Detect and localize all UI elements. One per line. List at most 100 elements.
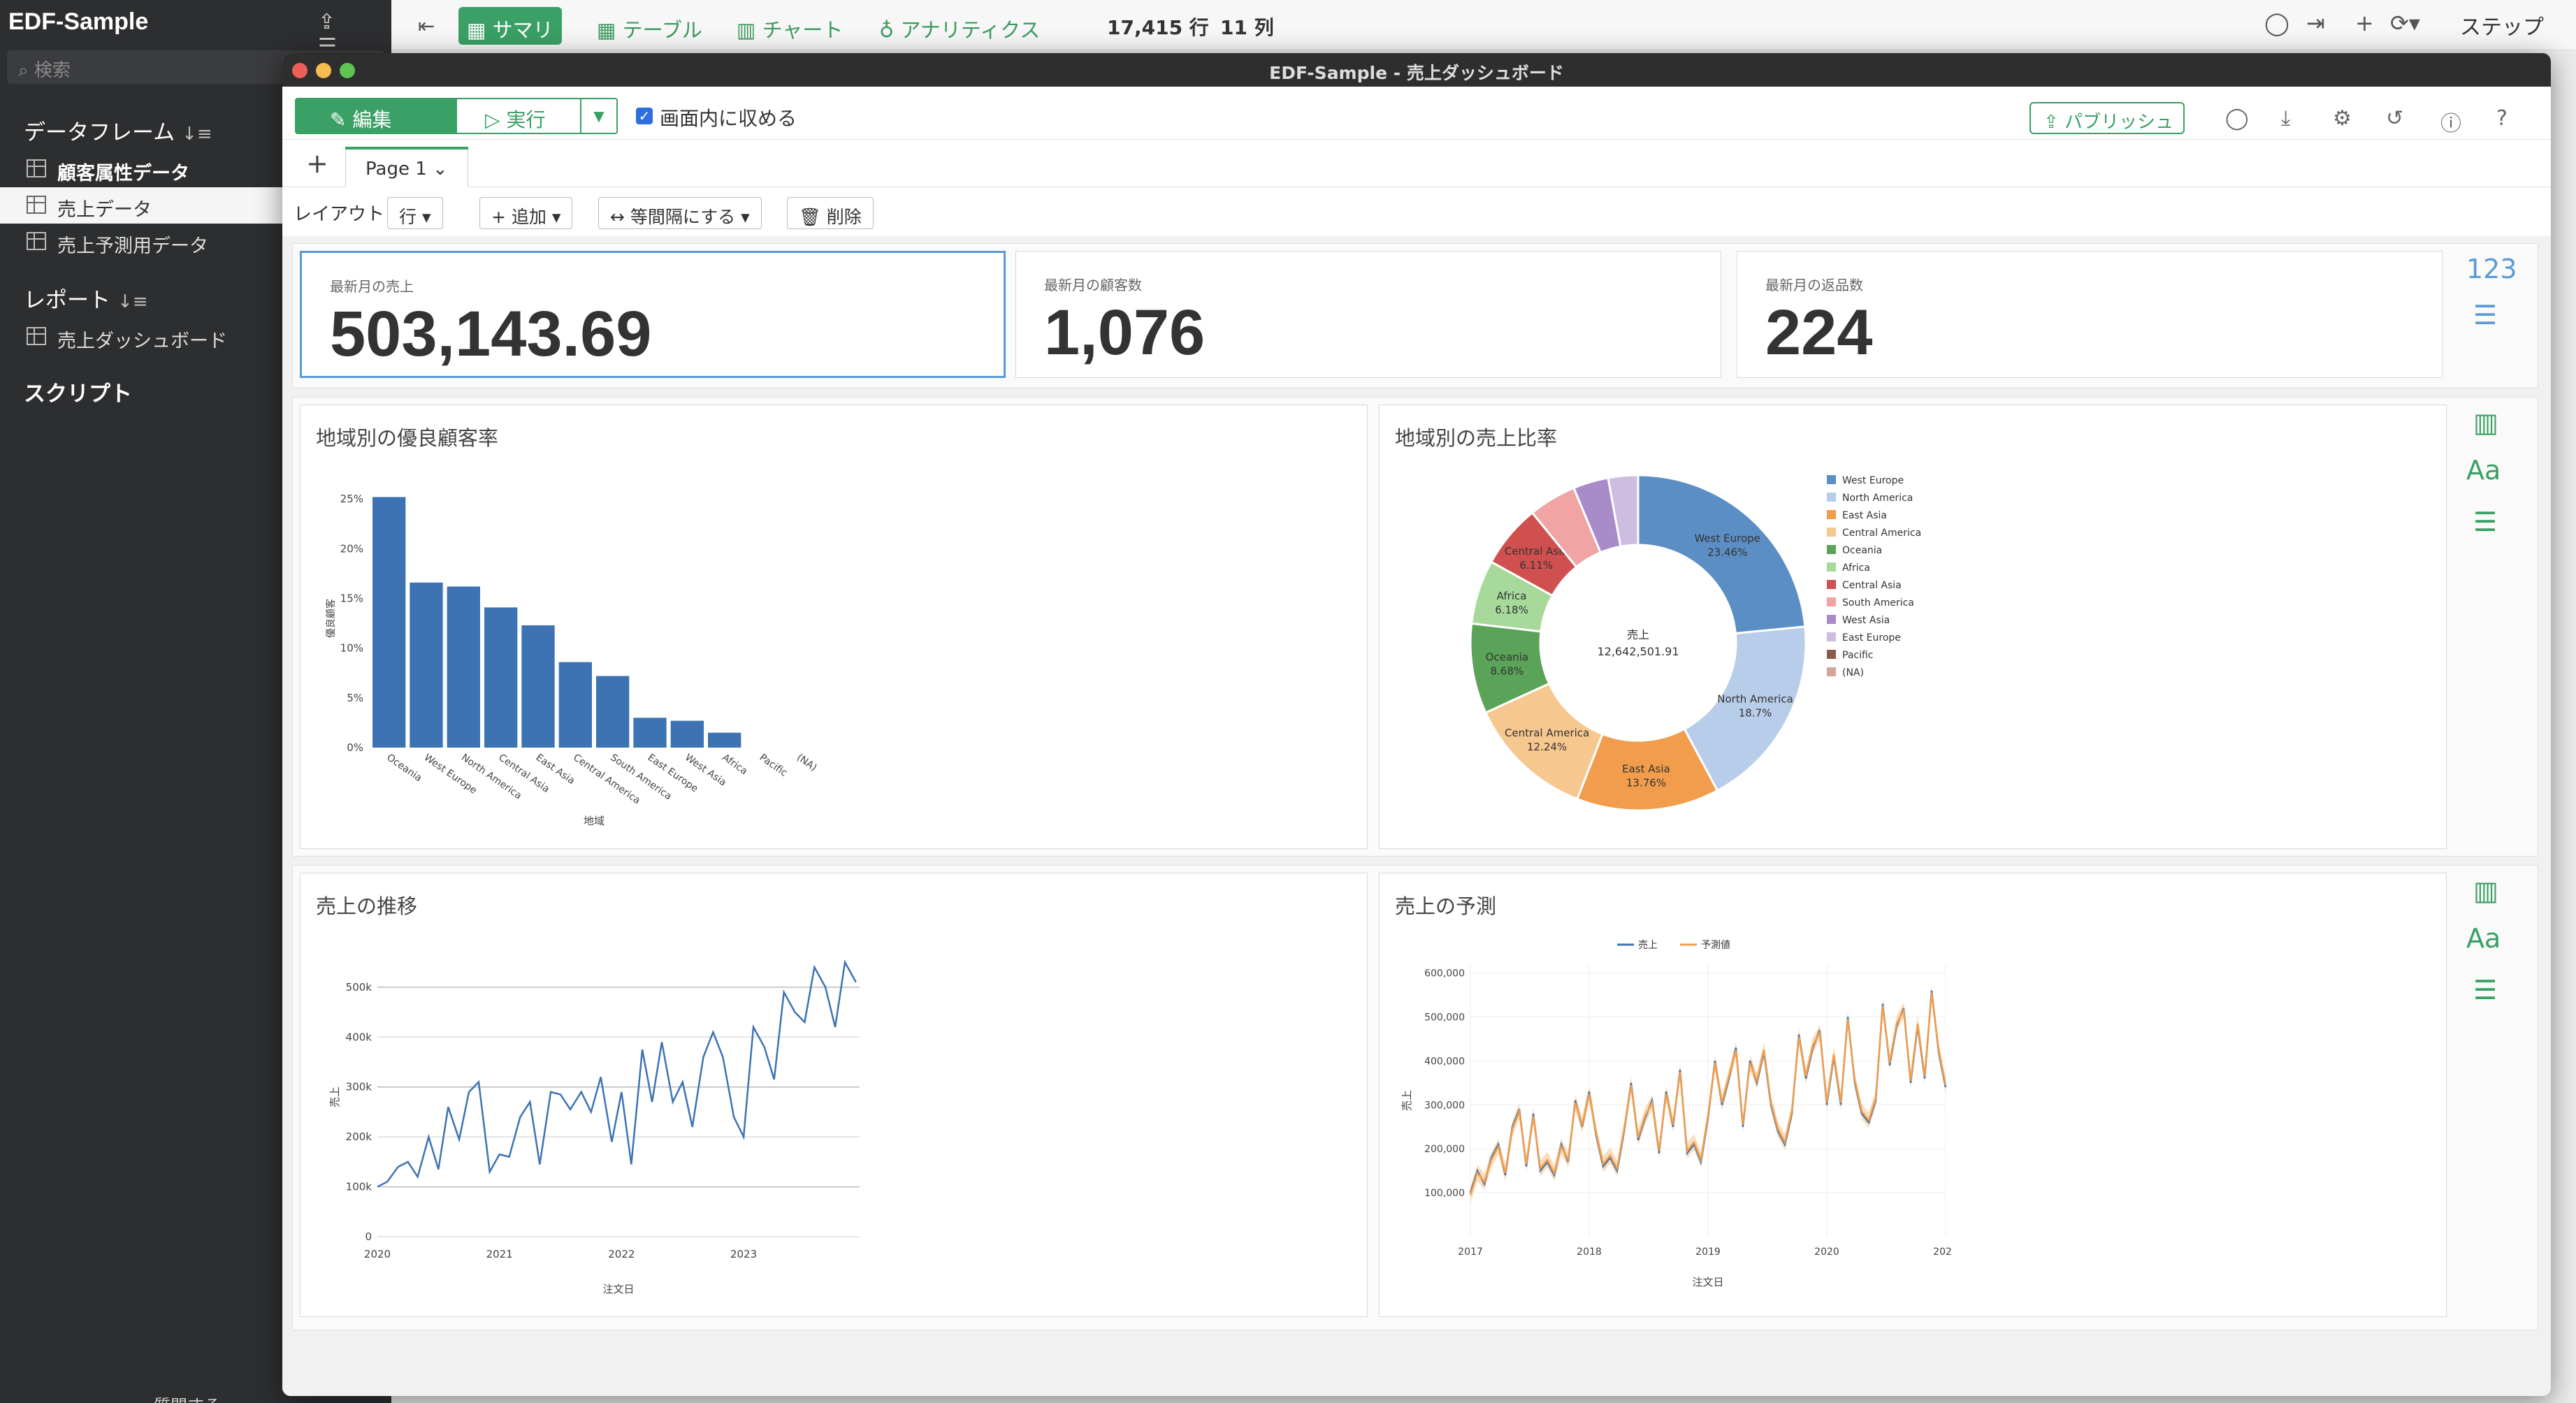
x-tick-label: Pacific bbox=[758, 752, 790, 779]
slice-value-label: 8.68% bbox=[1491, 665, 1524, 678]
edit-button[interactable]: ✎ 編集 bbox=[295, 98, 456, 134]
menu-icon[interactable]: ☰ bbox=[2473, 300, 2498, 330]
table-icon bbox=[27, 196, 46, 214]
bar bbox=[596, 676, 630, 748]
history-icon[interactable]: ↺ bbox=[2386, 106, 2404, 131]
x-tick-label: 2017 bbox=[1458, 1246, 1483, 1258]
kpi-card-customers[interactable]: 最新月の顧客数 1,076 bbox=[1015, 251, 1721, 378]
layout-bar: レイアウト 行 ▾ + 追加 ▾ ↔ 等間隔にする ▾ 🗑 削除 bbox=[282, 187, 2551, 236]
project-title: EDF-Sample bbox=[8, 8, 149, 35]
comment-icon[interactable]: ◯ bbox=[2264, 10, 2289, 36]
section-scripts[interactable]: スクリプト bbox=[24, 381, 132, 407]
sort-icon[interactable]: ↓≡ bbox=[182, 124, 212, 145]
donut-center-value: 12,642,501.91 bbox=[1597, 645, 1679, 658]
x-tick-label: 2019 bbox=[1695, 1246, 1721, 1258]
close-window-button[interactable] bbox=[292, 63, 307, 78]
x-tick-label: 2021 bbox=[1933, 1246, 1953, 1258]
legend-swatch bbox=[1827, 493, 1836, 502]
pie-slice bbox=[1637, 474, 1807, 635]
forecast-chart-card[interactable]: 売上の予測 100,000 200,000 300,000 400,000 500,00… bbox=[1379, 873, 2447, 1317]
number-tool-icon[interactable]: 123 bbox=[2466, 254, 2517, 284]
layout-label: レイアウト bbox=[294, 204, 385, 225]
section-reports[interactable]: レポート ↓≡ bbox=[24, 288, 148, 313]
x-tick-label: (NA) bbox=[795, 752, 819, 773]
legend-swatch bbox=[1827, 632, 1836, 641]
sort-icon[interactable]: ↓≡ bbox=[117, 291, 148, 312]
ask-question-link[interactable]: 質問する bbox=[154, 1392, 221, 1403]
tab-page-1[interactable]: Page 1 ⌄ bbox=[345, 147, 468, 187]
kpi-card-returns[interactable]: 最新月の返品数 224 bbox=[1737, 251, 2443, 378]
run-dropdown-button[interactable]: ▼ bbox=[581, 98, 618, 134]
x-tick-label: 2021 bbox=[486, 1248, 513, 1260]
legend-label: North America bbox=[1842, 493, 1913, 504]
y-tick-label: 200k bbox=[346, 1131, 372, 1143]
menu-icon[interactable]: ☰ bbox=[2473, 507, 2498, 537]
maximize-window-button[interactable] bbox=[340, 63, 355, 78]
y-tick-label: 0% bbox=[347, 741, 363, 754]
bar bbox=[558, 662, 592, 748]
bar-chart-card[interactable]: 地域別の優良顧客率 0% 5% 10% 15% 20% 25% Oceania West Eu… bbox=[300, 405, 1368, 849]
legend-label: West Asia bbox=[1842, 615, 1890, 626]
download-icon[interactable]: ⤓ bbox=[2281, 106, 2291, 131]
settings-icon[interactable]: ⚙ bbox=[2333, 106, 2352, 131]
y-tick-label: 100k bbox=[346, 1181, 372, 1193]
add-page-button[interactable]: + bbox=[306, 148, 328, 179]
legend-swatch bbox=[1827, 510, 1836, 519]
help-icon[interactable]: ? bbox=[2496, 106, 2508, 131]
sidebar-item-sales-dashboard[interactable]: 売上ダッシュボード bbox=[0, 319, 391, 355]
slice-value-label: 13.76% bbox=[1626, 777, 1666, 790]
bar bbox=[670, 720, 704, 748]
comment-icon[interactable]: ◯ bbox=[2225, 106, 2249, 131]
y-axis-label: 売上 bbox=[328, 1086, 341, 1107]
legend-swatch bbox=[1827, 580, 1836, 589]
chart-tool-icon[interactable]: ▥ bbox=[2473, 875, 2498, 906]
bar bbox=[410, 582, 443, 748]
tab-analytics[interactable]: ♁ アナリティクス bbox=[879, 18, 1041, 42]
layout-row-dropdown[interactable]: 行 ▾ bbox=[387, 197, 443, 229]
chart-tool-icon[interactable]: ▥ bbox=[2473, 407, 2498, 438]
slice-value-label: 18.7% bbox=[1739, 707, 1772, 720]
tab-summary[interactable]: ▦ サマリ bbox=[458, 7, 562, 45]
minimize-window-button[interactable] bbox=[316, 63, 331, 78]
text-tool-icon[interactable]: Aa bbox=[2466, 923, 2501, 954]
window-titlebar[interactable]: EDF-Sample - 売上ダッシュボード bbox=[282, 53, 2551, 87]
sidebar-item-customer-data[interactable]: 顧客属性データ bbox=[0, 151, 391, 187]
publish-button[interactable]: ⇪ パブリッシュ bbox=[2029, 102, 2185, 134]
tab-chart[interactable]: ▥ チャート bbox=[737, 18, 844, 42]
fit-to-screen-checkbox[interactable]: ✓ bbox=[636, 108, 653, 124]
step-label[interactable]: ステップ bbox=[2460, 15, 2544, 40]
distribute-evenly-button[interactable]: ↔ 等間隔にする ▾ bbox=[598, 197, 762, 229]
y-tick-label: 200,000 bbox=[1424, 1144, 1465, 1155]
chart-title: 地域別の売上比率 bbox=[1395, 426, 1558, 450]
legend-label: East Asia bbox=[1842, 510, 1887, 521]
legend-swatch bbox=[1827, 475, 1836, 484]
collapse-right-icon[interactable]: ⇥ bbox=[2306, 10, 2325, 36]
legend-label: West Europe bbox=[1842, 475, 1904, 486]
kpi-label: 最新月の売上 bbox=[330, 278, 414, 295]
slice-name-label: Africa bbox=[1497, 590, 1527, 602]
y-tick-label: 600,000 bbox=[1424, 968, 1465, 980]
donut-chart-card[interactable]: 地域別の売上比率 West Europe 23.46% North America 1… bbox=[1379, 405, 2447, 849]
play-icon: ▷ bbox=[485, 108, 507, 131]
text-tool-icon[interactable]: Aa bbox=[2466, 455, 2501, 486]
info-icon[interactable]: ⓘ bbox=[2440, 112, 2461, 136]
line-chart-card[interactable]: 売上の推移 0 100k 200k 300k 400k 500k 2020 2021 2022 2… bbox=[300, 873, 1368, 1317]
menu-icon[interactable]: ☰ bbox=[2473, 975, 2498, 1005]
legend-label: Pacific bbox=[1842, 650, 1874, 661]
collapse-left-icon[interactable]: ⇤ bbox=[418, 14, 435, 38]
add-dropdown-button[interactable]: + 追加 ▾ bbox=[479, 197, 573, 229]
add-step-icon[interactable]: + bbox=[2355, 10, 2374, 36]
delete-button[interactable]: 🗑 削除 bbox=[787, 197, 874, 229]
legend-swatch bbox=[1827, 667, 1836, 676]
tab-table[interactable]: ▦ テーブル bbox=[597, 18, 702, 42]
run-button[interactable]: ▷ 実行 bbox=[456, 98, 581, 134]
kpi-card-sales[interactable]: 最新月の売上 503,143.69 bbox=[300, 251, 1006, 378]
section-dataframes[interactable]: データフレーム ↓≡ bbox=[24, 120, 212, 145]
legend-label: Oceania bbox=[1842, 545, 1882, 556]
sidebar-item-sales-data[interactable]: 売上データ bbox=[0, 187, 287, 224]
legend-swatch bbox=[1827, 615, 1836, 624]
refresh-icon[interactable]: ⟳▾ bbox=[2390, 10, 2420, 36]
sidebar-item-forecast-data[interactable]: 売上予測用データ bbox=[0, 224, 391, 260]
